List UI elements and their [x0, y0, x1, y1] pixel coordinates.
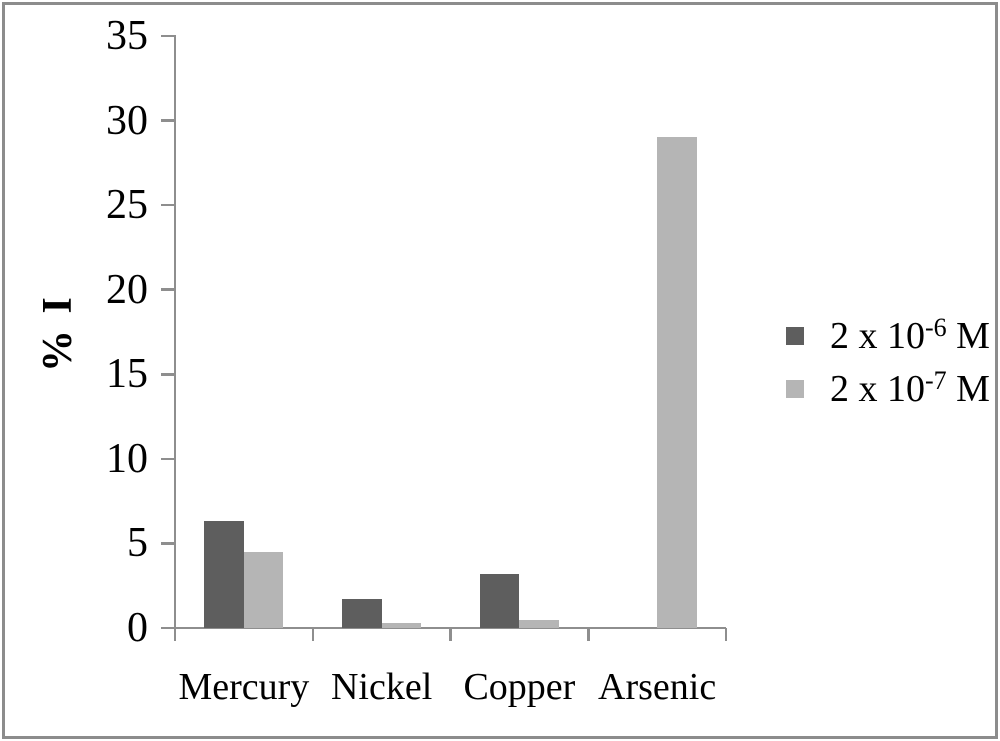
- x-tick: [587, 628, 590, 641]
- bar-copper-series-2: [519, 620, 559, 628]
- bar-mercury-series-1: [204, 521, 244, 628]
- y-tick: [160, 626, 175, 630]
- y-tick-label: 20: [106, 266, 148, 313]
- y-tick: [160, 542, 175, 545]
- bar-mercury-series-2: [243, 551, 284, 628]
- x-category-label: Mercury: [178, 666, 310, 708]
- x-category-label: Arsenic: [598, 666, 717, 708]
- legend: 2 x 10-6 M 2 x 10-7 M: [786, 313, 990, 422]
- legend-item-series-1: 2 x 10-6 M: [786, 313, 990, 357]
- y-tick-label: 25: [106, 182, 148, 229]
- y-tick: [160, 203, 175, 207]
- bar-copper-series-1: [479, 573, 520, 628]
- y-tick: [160, 288, 175, 291]
- legend-label-exponent: -7: [925, 366, 947, 395]
- y-tick-label: 15: [106, 351, 148, 398]
- y-tick: [160, 457, 175, 461]
- x-tick: [724, 628, 728, 641]
- bar-nickel-series-2: [381, 622, 422, 628]
- legend-label-suffix: M: [946, 315, 990, 357]
- y-tick-label: 5: [127, 520, 148, 567]
- x-tick: [311, 628, 314, 641]
- bar-nickel-series-1: [342, 599, 382, 628]
- x-tick: [173, 628, 177, 641]
- legend-swatch-dark: [786, 327, 804, 345]
- y-tick-label: 10: [106, 435, 148, 482]
- legend-label-base: 2 x 10: [830, 315, 925, 357]
- legend-label-suffix: M: [946, 368, 990, 410]
- x-category-label: Nickel: [330, 666, 433, 708]
- y-tick: [160, 119, 175, 122]
- x-category-label: Copper: [463, 666, 576, 708]
- x-tick: [449, 628, 452, 641]
- legend-label-exponent: -6: [925, 313, 947, 342]
- y-axis-line: [173, 35, 176, 630]
- legend-item-series-2: 2 x 10-7 M: [786, 366, 990, 410]
- legend-label-base: 2 x 10: [830, 368, 925, 410]
- y-tick: [160, 34, 175, 38]
- legend-swatch-light: [786, 380, 804, 398]
- y-tick-label: 0: [127, 605, 148, 651]
- y-tick-label: 30: [106, 97, 148, 144]
- bar-arsenic-series-2: [657, 137, 697, 628]
- y-tick: [160, 373, 175, 376]
- legend-label: 2 x 10-7 M: [830, 366, 990, 410]
- legend-label: 2 x 10-6 M: [830, 313, 990, 357]
- y-tick-label: 35: [106, 13, 148, 59]
